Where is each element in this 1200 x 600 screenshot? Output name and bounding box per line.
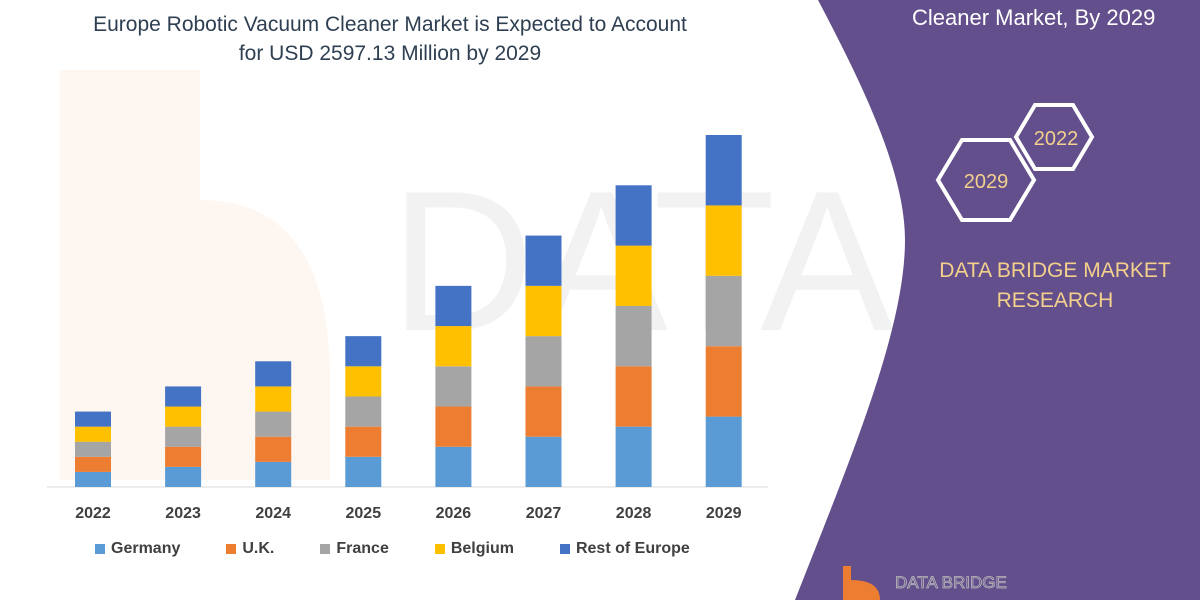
bar-2023-rest-of-europe <box>165 386 202 407</box>
data-bridge-logo: DATA BRIDGE <box>843 566 1007 600</box>
x-tick-label: 2023 <box>165 505 201 522</box>
brand-line-2: RESEARCH <box>996 289 1114 312</box>
bar-2027-germany <box>525 436 562 487</box>
bar-2027-france <box>525 336 562 387</box>
bar-2024-u-k- <box>255 436 292 462</box>
x-tick-label: 2027 <box>526 505 562 522</box>
bar-2025-germany <box>345 456 382 487</box>
chart-title: Europe Robotic Vacuum Cleaner Market is … <box>40 10 740 68</box>
bar-2029-u-k- <box>705 346 742 417</box>
bar-2022-belgium <box>75 426 111 442</box>
bar-2026-u-k- <box>435 406 472 447</box>
hexagon-2029 <box>935 138 1037 222</box>
x-tick-label: 2028 <box>616 505 652 522</box>
bar-2027-rest-of-europe <box>525 235 562 286</box>
x-tick-label: 2022 <box>75 505 111 522</box>
brand-line-1: DATA BRIDGE MARKET <box>939 259 1171 282</box>
bar-2027-u-k- <box>525 386 562 437</box>
title-line-2: for USD 2597.13 Million by 2029 <box>238 42 542 65</box>
bar-2028-belgium <box>615 245 652 306</box>
legend-item: Germany <box>95 540 180 558</box>
legend-swatch <box>226 544 237 554</box>
title-line-1: Europe Robotic Vacuum Cleaner Market is … <box>93 13 687 36</box>
legend-label: Belgium <box>450 540 514 557</box>
legend-label: Rest of Europe <box>575 540 690 557</box>
bar-2024-rest-of-europe <box>255 361 292 387</box>
bar-2022-france <box>75 441 111 457</box>
bar-2022-rest-of-europe <box>75 411 111 427</box>
bar-2025-rest-of-europe <box>345 336 382 367</box>
bar-2026-rest-of-europe <box>435 285 472 327</box>
bar-2022-germany <box>75 471 111 487</box>
bar-2025-belgium <box>345 366 382 397</box>
legend-label: Germany <box>111 540 181 557</box>
bar-2029-rest-of-europe <box>705 135 742 206</box>
legend-item: France <box>320 540 389 558</box>
legend: Germany U.K. France Belgium Rest of Europe <box>95 540 736 558</box>
legend-label: U.K. <box>242 540 275 557</box>
legend-item: Belgium <box>434 540 514 558</box>
bar-2029-germany <box>705 416 742 487</box>
bar-2026-belgium <box>435 326 472 367</box>
x-tick-label: 2025 <box>346 505 382 522</box>
bar-2023-u-k- <box>165 446 202 467</box>
bar-2025-france <box>345 396 382 427</box>
bar-2023-france <box>165 426 202 447</box>
bar-2023-belgium <box>165 406 202 427</box>
legend-swatch <box>434 544 445 554</box>
bar-2024-germany <box>255 461 292 487</box>
legend-swatch <box>95 544 105 554</box>
bar-2027-belgium <box>525 285 562 337</box>
purple-panel <box>795 0 1200 600</box>
bar-2028-u-k- <box>615 366 652 427</box>
x-tick-label: 2026 <box>436 505 472 522</box>
panel-heading: Cleaner Market, By 2029 <box>912 5 1156 30</box>
bar-2028-germany <box>615 426 652 487</box>
bar-2028-france <box>615 305 652 367</box>
x-tick-label: 2029 <box>706 505 742 522</box>
bar-2028-rest-of-europe <box>615 185 652 246</box>
bar-2022-u-k- <box>75 456 111 472</box>
bar-2026-germany <box>435 446 472 487</box>
bar-2023-germany <box>165 466 202 487</box>
bar-2024-belgium <box>255 386 292 412</box>
brand-text: DATA BRIDGE MARKET RESEARCH <box>905 256 1200 316</box>
legend-item: Rest of Europe <box>559 540 690 558</box>
bar-2026-france <box>435 366 472 407</box>
bar-2024-france <box>255 411 292 437</box>
hex-label-2022: 2022 <box>1034 128 1079 150</box>
bar-2029-belgium <box>705 205 742 276</box>
legend-swatch <box>320 544 331 554</box>
hex-label-2029: 2029 <box>964 171 1009 193</box>
legend-swatch <box>559 544 570 554</box>
legend-item: U.K. <box>226 540 274 558</box>
bar-2025-u-k- <box>345 426 382 457</box>
legend-label: France <box>336 540 389 557</box>
hexagon-2022 <box>1013 103 1095 171</box>
bar-2029-france <box>705 275 742 347</box>
x-tick-label: 2024 <box>255 505 291 522</box>
svg-text:DATA BRIDGE: DATA BRIDGE <box>895 573 1007 592</box>
